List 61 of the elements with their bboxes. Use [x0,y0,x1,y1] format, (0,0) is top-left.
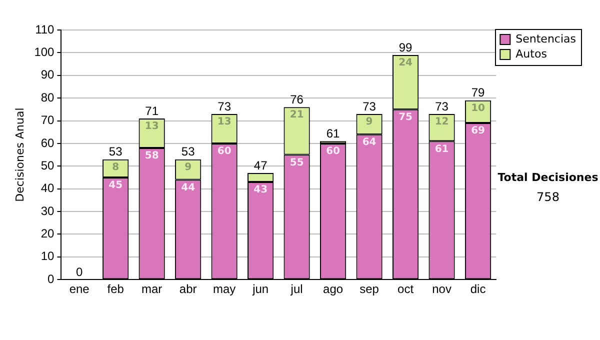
data-label: 9 [184,162,192,173]
y-tick-label: 70 [40,113,55,128]
text: Total Decisiones [498,171,599,184]
y-tick-label: 10 [40,249,55,264]
data-label: 13 [144,121,159,132]
total-label: 71 [145,104,159,118]
data-label: 13 [217,116,232,128]
y-tick-label: 60 [40,136,55,150]
text: 758 [536,190,560,204]
total-label: 76 [290,92,304,106]
total-label: 99 [398,40,413,54]
x-tick-label: may [212,282,236,296]
legend-label: Autos [516,47,548,60]
x-tick-label: nov [432,282,452,296]
x-tick-label: jun [252,282,269,296]
x-tick-label: ago [323,282,344,296]
total-label: 73 [362,99,376,114]
total-label: 73 [218,99,232,114]
data-label: 10 [471,102,486,114]
y-tick-label: 90 [40,68,55,82]
x-tick-label: ene [69,282,90,296]
x-tick-label: sep [360,282,380,296]
x-tick-label: feb [107,282,124,296]
data-label: 69 [471,126,486,137]
total-label: 61 [326,126,340,140]
data-label: 44 [181,182,196,194]
data-label: 75 [398,112,413,124]
total-label: 79 [471,86,486,100]
y-tick-label: 50 [40,158,55,172]
data-label: 60 [326,146,340,158]
data-label: 21 [290,110,304,121]
y-tick-label: 30 [40,204,55,218]
data-label: 43 [254,184,268,196]
x-tick-label: abr [179,282,197,296]
y-tick-label: 80 [40,90,55,104]
total-label: 53 [181,144,196,159]
data-label: 12 [434,116,449,128]
legend-label: Sentencias [516,32,576,46]
total-label: 73 [435,99,449,114]
x-tick-label: dic [470,282,486,296]
data-label: 55 [290,157,304,168]
data-label: 8 [112,162,120,173]
data-label: 45 [108,180,123,192]
y-axis-title: Decisiones Anual [13,108,26,202]
x-tick-label: jul [290,282,303,296]
total-label: 47 [254,158,268,172]
data-label: 9 [366,116,373,128]
x-tick-label: mar [141,282,162,296]
data-label: 64 [362,136,376,148]
total-label: 0 [76,264,83,279]
data-label: 61 [434,144,449,155]
data-label: 24 [398,58,413,69]
y-tick-label: 100 [34,45,55,60]
x-tick-label: oct [398,282,414,296]
y-tick-label: 0 [48,272,55,286]
total-label: 53 [108,144,123,159]
y-tick-label: 110 [35,22,55,36]
y-tick-label: 20 [40,226,55,241]
y-tick-label: 40 [40,181,55,196]
data-label: 60 [217,146,232,158]
data-label: 58 [144,150,159,162]
